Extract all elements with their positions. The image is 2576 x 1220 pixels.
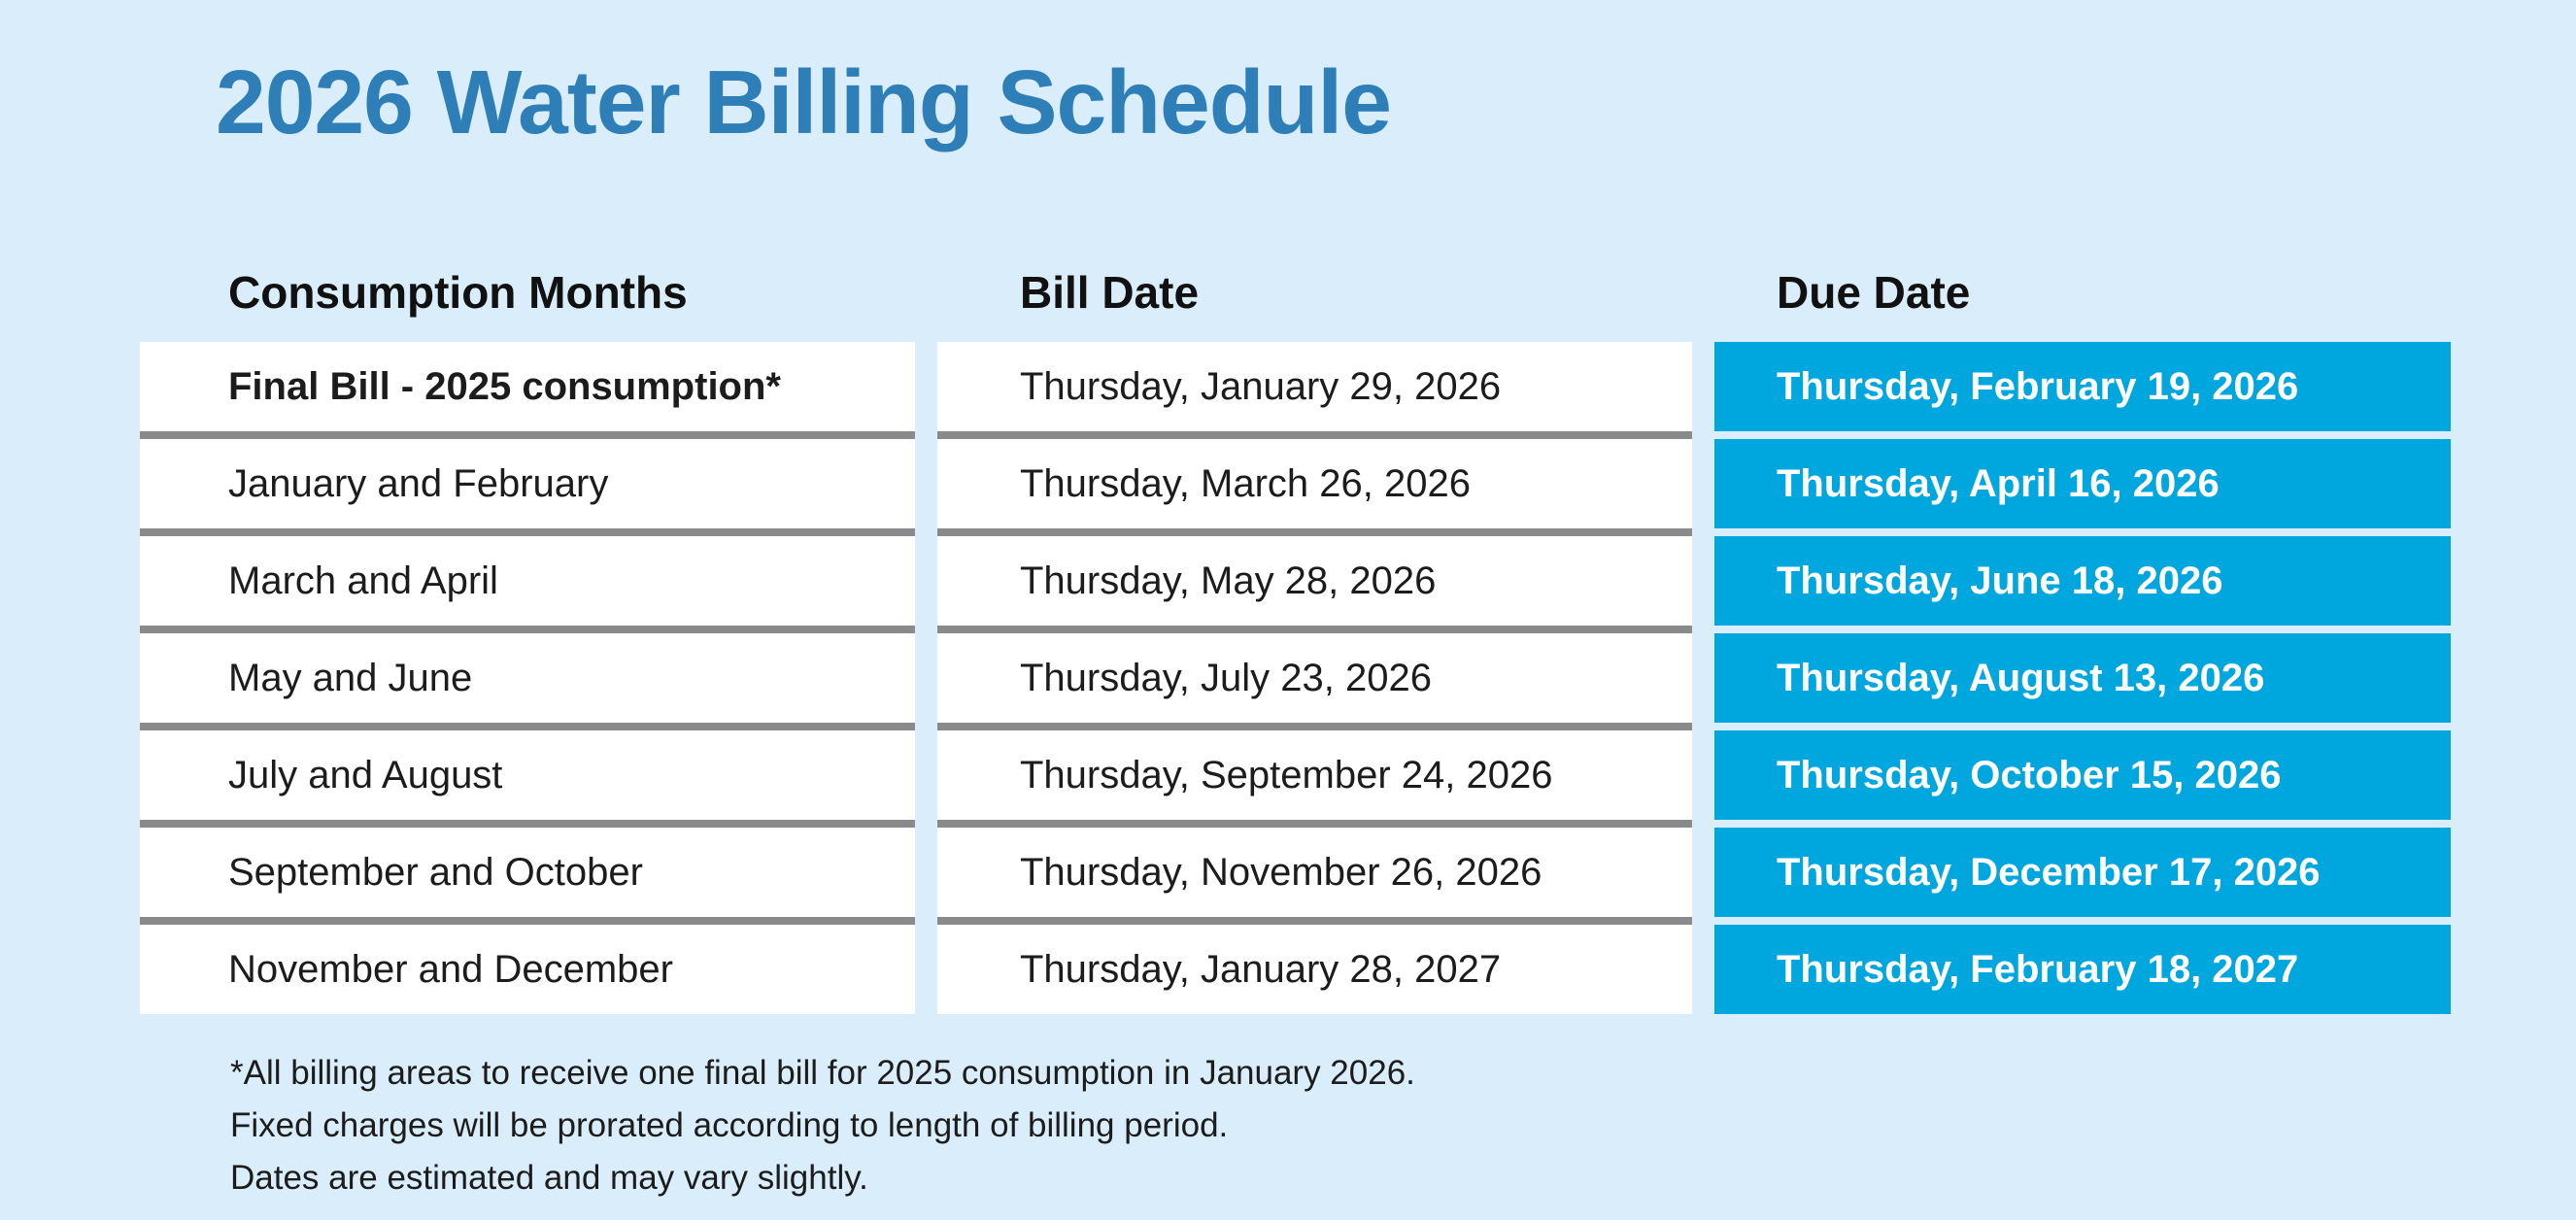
footnote-dates-estimated: Dates are estimated and may vary slightl… bbox=[230, 1159, 868, 1197]
due-date-cell: Thursday, April 16, 2026 bbox=[1714, 439, 2451, 536]
table-row: September and October Thursday, November… bbox=[140, 828, 2452, 925]
consumption-months-cell: November and December bbox=[140, 925, 915, 1014]
bill-date-cell: Thursday, May 28, 2026 bbox=[937, 536, 1692, 633]
table-header-row: Consumption Months Bill Date Due Date bbox=[140, 264, 2452, 319]
bill-date-cell: Thursday, January 28, 2027 bbox=[937, 925, 1692, 1014]
table-row: March and April Thursday, May 28, 2026 T… bbox=[140, 536, 2452, 633]
due-date-cell: Thursday, December 17, 2026 bbox=[1714, 828, 2451, 925]
bill-date-cell: Thursday, September 24, 2026 bbox=[937, 730, 1692, 828]
header-due-date: Due Date bbox=[1777, 267, 1971, 318]
table-row: November and December Thursday, January … bbox=[140, 925, 2452, 1014]
due-date-cell: Thursday, October 15, 2026 bbox=[1714, 730, 2451, 828]
bill-date-cell: Thursday, July 23, 2026 bbox=[937, 633, 1692, 730]
due-date-cell: Thursday, February 19, 2026 bbox=[1714, 342, 2451, 439]
table-row: Final Bill - 2025 consumption* Thursday,… bbox=[140, 342, 2452, 439]
due-date-cell: Thursday, August 13, 2026 bbox=[1714, 633, 2451, 730]
bill-date-cell: Thursday, January 29, 2026 bbox=[937, 342, 1692, 439]
bill-date-cell: Thursday, March 26, 2026 bbox=[937, 439, 1692, 536]
consumption-months-cell: January and February bbox=[140, 439, 915, 536]
table-row: July and August Thursday, September 24, … bbox=[140, 730, 2452, 828]
due-date-cell: Thursday, February 18, 2027 bbox=[1714, 925, 2451, 1014]
page-title: 2026 Water Billing Schedule bbox=[216, 51, 1392, 152]
header-bill-date: Bill Date bbox=[1020, 267, 1200, 318]
consumption-months-cell: Final Bill - 2025 consumption* bbox=[140, 342, 915, 439]
header-consumption-months: Consumption Months bbox=[228, 267, 688, 318]
consumption-months-cell: March and April bbox=[140, 536, 915, 633]
due-date-cell: Thursday, June 18, 2026 bbox=[1714, 536, 2451, 633]
consumption-months-cell: July and August bbox=[140, 730, 915, 828]
billing-schedule-table: Consumption Months Bill Date Due Date Fi… bbox=[140, 264, 2452, 1014]
footnote-fixed-charges: Fixed charges will be prorated according… bbox=[230, 1106, 1229, 1144]
footnote-final-bill: *All billing areas to receive one final … bbox=[230, 1054, 1415, 1092]
footnotes: *All billing areas to receive one final … bbox=[230, 1047, 1415, 1204]
table-row: May and June Thursday, July 23, 2026 Thu… bbox=[140, 633, 2452, 730]
consumption-months-cell: May and June bbox=[140, 633, 915, 730]
table-row: January and February Thursday, March 26,… bbox=[140, 439, 2452, 536]
consumption-months-cell: September and October bbox=[140, 828, 915, 925]
bill-date-cell: Thursday, November 26, 2026 bbox=[937, 828, 1692, 925]
